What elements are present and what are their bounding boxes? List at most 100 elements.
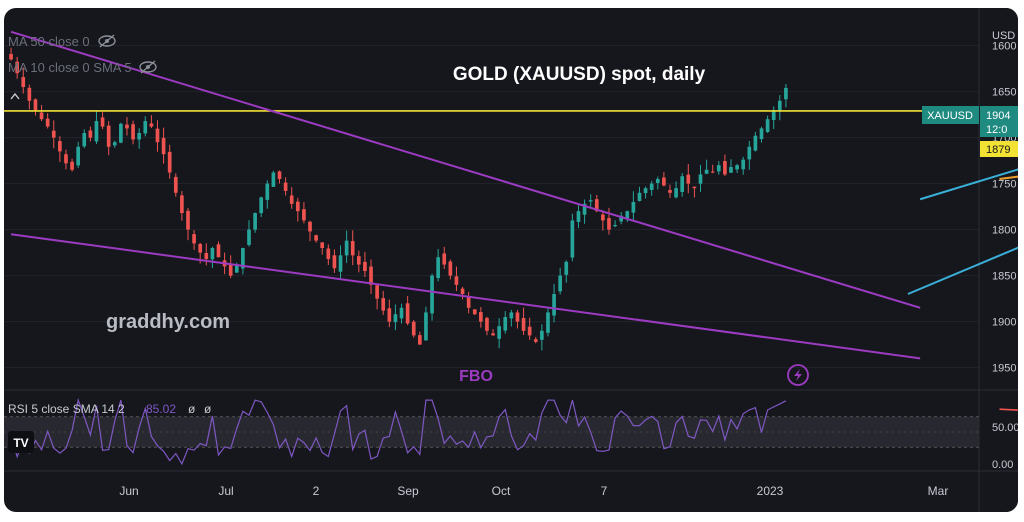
candle-body — [405, 303, 410, 324]
eye-off-icon[interactable] — [98, 34, 116, 48]
candle-body — [570, 220, 575, 258]
level-price-tag[interactable]: 1879 — [980, 141, 1018, 157]
symbol-tag[interactable]: XAUUSD — [922, 106, 979, 124]
candle-body — [631, 202, 636, 213]
candle-body — [698, 174, 703, 184]
candle-body — [411, 321, 416, 336]
candle-body — [112, 142, 117, 146]
channel-upper-line — [919, 168, 1018, 201]
price-tick: 1650 — [992, 87, 1016, 99]
candle-body — [76, 146, 80, 166]
candle-body — [277, 171, 282, 179]
rsi-extra-2: ø — [204, 402, 212, 416]
candle-body — [637, 192, 642, 201]
candle-body — [655, 179, 660, 183]
time-tick: Oct — [492, 484, 511, 498]
candle-body — [741, 159, 746, 170]
candle-body — [173, 176, 178, 193]
candle-body — [765, 119, 770, 132]
candle-body — [247, 229, 251, 245]
candle-body — [210, 248, 215, 260]
rsi-line — [10, 397, 787, 466]
candle-body — [283, 182, 288, 191]
time-axis[interactable]: Jun Jul 2 Sep Oct 7 2023 Mar — [119, 484, 948, 498]
candle-body — [186, 210, 190, 230]
lightning-icon[interactable] — [787, 364, 809, 386]
candle-body — [356, 256, 361, 265]
grid — [4, 45, 979, 369]
candle-body — [58, 141, 62, 152]
rsi-label: RSI 5 close SMA 14 2 — [8, 402, 125, 416]
candle-body — [332, 255, 337, 269]
eye-off-icon[interactable] — [139, 60, 157, 74]
chart-frame: MA 50 close 0 MA 10 close 0 SMA 5 GOLD (… — [4, 8, 1018, 512]
candle-body — [777, 100, 782, 111]
candle-body — [241, 248, 245, 269]
chevron-up-icon[interactable] — [10, 92, 20, 100]
candle-body — [204, 253, 209, 260]
candle-body — [716, 165, 721, 172]
candle-body — [192, 234, 196, 244]
candle-body — [759, 128, 764, 140]
candle-body — [350, 241, 355, 256]
candle-body — [27, 87, 32, 101]
gold-chart[interactable]: MA 50 close 0 MA 10 close 0 SMA 5 GOLD (… — [4, 8, 1018, 512]
candle-body — [88, 130, 93, 138]
candle-body — [497, 326, 501, 339]
candle-body — [491, 333, 495, 336]
candle-body — [619, 215, 624, 222]
price-axis-background — [979, 8, 1018, 512]
time-tick: Mar — [928, 484, 949, 498]
candle-body — [527, 326, 532, 336]
channel-lower-line — [907, 246, 1018, 295]
candle-body — [442, 253, 447, 265]
candle-body — [149, 123, 154, 127]
candle-body — [155, 128, 160, 143]
candle-body — [198, 243, 203, 253]
candle-body — [430, 275, 434, 314]
candle-body — [320, 242, 325, 248]
candle-body — [454, 276, 459, 285]
candle-body — [448, 261, 453, 276]
rsi-value: 85.02 — [146, 402, 176, 416]
time-tick: Jun — [119, 484, 138, 498]
candle-body — [735, 165, 739, 170]
candle-body — [167, 151, 172, 173]
candle-body — [363, 261, 367, 271]
candle-body — [576, 211, 581, 222]
candle-body — [582, 203, 587, 215]
candle-body — [253, 213, 257, 230]
candle-body — [552, 294, 556, 316]
time-tick: Jul — [218, 484, 233, 498]
candle-body — [381, 298, 386, 311]
candle-body — [564, 261, 569, 275]
candle-body — [753, 135, 758, 151]
price-tick: 1850 — [992, 271, 1016, 283]
price-tick: 1750 — [992, 179, 1016, 191]
watermark: graddhy.com — [106, 311, 230, 333]
candle-body — [125, 124, 129, 129]
svg-text:1904: 1904 — [986, 110, 1010, 122]
time-tick: 7 — [601, 484, 608, 498]
candle-body — [180, 195, 184, 214]
last-price-tag[interactable]: 1904 12:0 — [980, 106, 1018, 137]
candle-body — [686, 174, 691, 184]
indicator-ma50-label: MA 50 close 0 — [8, 34, 90, 49]
candle-body — [82, 133, 87, 147]
candle-body — [387, 308, 392, 322]
candle-body — [265, 183, 270, 200]
candle-body — [594, 199, 599, 212]
candle-body — [64, 154, 68, 164]
candle-body — [295, 201, 300, 212]
candle-body — [94, 121, 99, 142]
candle-body — [326, 248, 331, 260]
candle-body — [625, 211, 630, 219]
trendlines — [4, 30, 1018, 360]
candle-body — [259, 197, 264, 214]
candle-body — [674, 188, 678, 198]
candle-body — [143, 121, 148, 134]
price-tick: 1950 — [992, 363, 1016, 375]
candle-body — [302, 209, 306, 221]
fbo-annotation: FBO — [459, 368, 493, 385]
